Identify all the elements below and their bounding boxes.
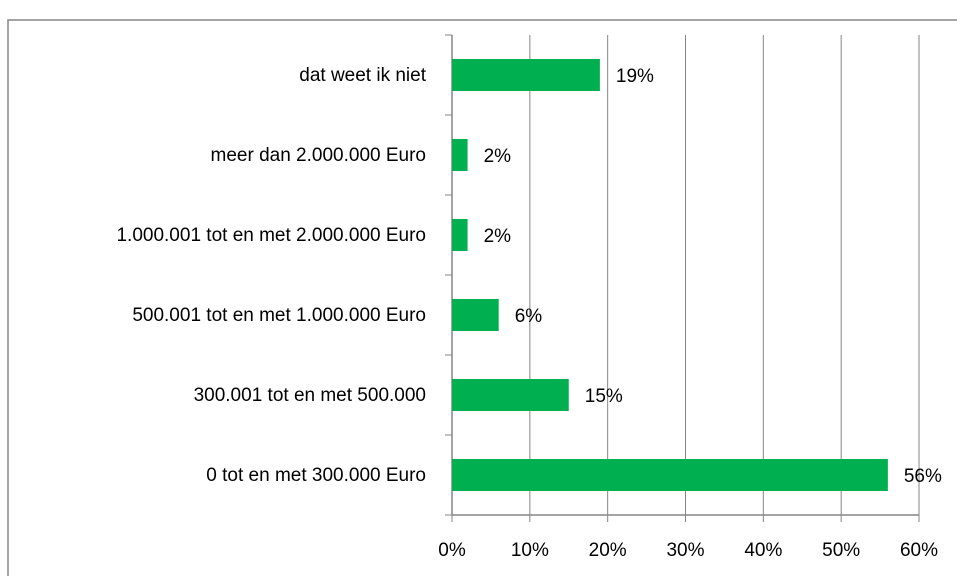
value-label: 6%	[515, 306, 543, 327]
x-tick-label: 60%	[900, 540, 938, 561]
x-tick-label: 40%	[744, 540, 782, 561]
y-tick-label: meer dan 2.000.000 Euro	[211, 145, 427, 166]
x-tick-label: 0%	[438, 540, 466, 561]
bar	[452, 459, 888, 491]
bar	[452, 299, 499, 331]
x-tick-label: 10%	[511, 540, 549, 561]
bar	[452, 139, 468, 171]
value-label: 56%	[904, 466, 942, 487]
y-tick-label: 1.000.001 tot en met 2.000.000 Euro	[116, 225, 426, 246]
bar	[452, 379, 569, 411]
y-tick-label: 0 tot en met 300.000 Euro	[206, 465, 426, 486]
chart-frame	[7, 19, 957, 576]
x-tick-label: 50%	[822, 540, 860, 561]
y-tick-label: 500.001 tot en met 1.000.000 Euro	[132, 305, 426, 326]
value-label: 2%	[484, 226, 512, 247]
x-tick-label: 30%	[666, 540, 704, 561]
value-label: 2%	[484, 146, 512, 167]
bar	[452, 59, 600, 91]
bar	[452, 219, 468, 251]
value-label: 19%	[616, 66, 654, 87]
value-label: 15%	[585, 386, 623, 407]
y-tick-label: dat weet ik niet	[299, 65, 426, 86]
x-tick-label: 20%	[589, 540, 627, 561]
y-tick-label: 300.001 tot en met 500.000	[194, 385, 426, 406]
